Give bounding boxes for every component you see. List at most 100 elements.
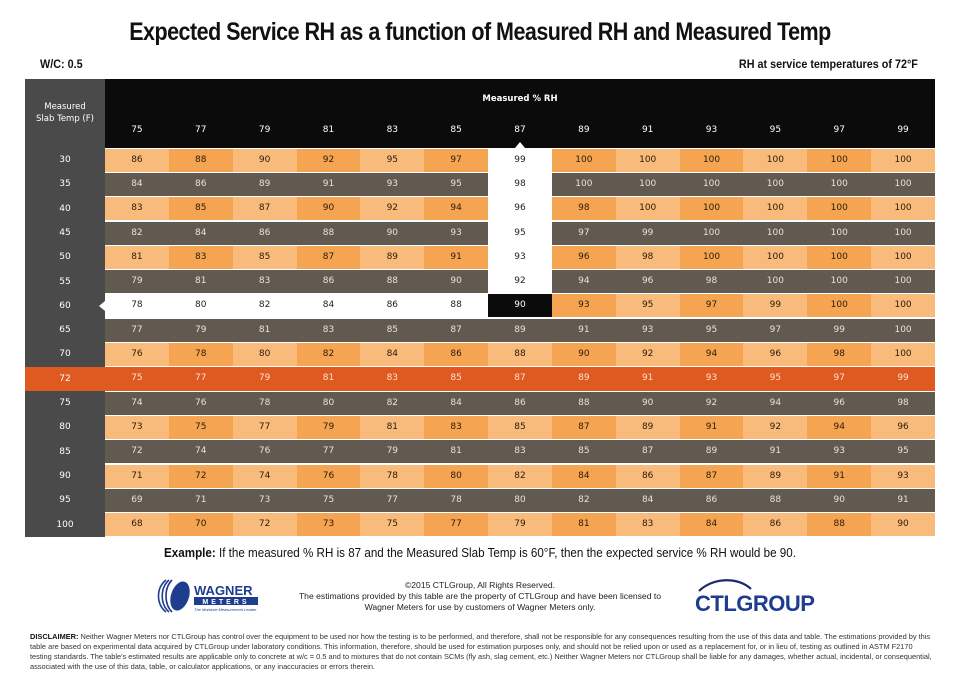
table-cell: 76 <box>232 440 297 464</box>
table-cell: 100 <box>679 245 744 269</box>
table-cell: 73 <box>296 513 361 537</box>
copyright-notice: ©2015 CTLGroup, All Rights Reserved. The… <box>280 580 680 613</box>
highlighted-row-72 <box>25 366 935 391</box>
table-cell: 90 <box>296 197 361 221</box>
column-header: 85 <box>450 125 462 135</box>
table-cell: 83 <box>424 415 489 439</box>
table-cell: 81 <box>232 318 297 342</box>
table-cell: 93 <box>360 172 425 196</box>
table-cell: 81 <box>360 415 425 439</box>
table-cell: 77 <box>232 415 297 439</box>
rh-table: Measured Slab Temp (F) Measured % RH 75 77… <box>25 79 935 537</box>
column-header: 89 <box>578 125 590 135</box>
table-cell: 98 <box>488 172 552 196</box>
table-cell: 100 <box>679 221 744 245</box>
table-cell: 94 <box>424 197 489 221</box>
example-text: Example: If the measured % RH is 87 and … <box>34 546 927 560</box>
table-cell: 96 <box>551 245 616 269</box>
column-header: 93 <box>705 125 718 135</box>
row-pointer-icon <box>99 300 105 311</box>
table-cell: 91 <box>871 488 935 512</box>
table-cell: 78 <box>232 391 297 415</box>
row-header: 72 <box>59 373 71 384</box>
table-cell: 72 <box>105 440 169 464</box>
table-cell: 84 <box>679 513 744 537</box>
table-cell: 88 <box>551 391 616 415</box>
table-cell: 76 <box>105 343 169 367</box>
table-cell: 82 <box>360 391 425 415</box>
table-cell: 90 <box>424 270 489 294</box>
table-cell: 98 <box>615 245 680 269</box>
table-cell: 70 <box>168 513 233 537</box>
table-cell: 100 <box>743 245 808 269</box>
table-cell: 84 <box>424 391 489 415</box>
table-cell: 92 <box>360 197 425 221</box>
column-header: 83 <box>386 125 399 135</box>
table-cell: 96 <box>743 343 808 367</box>
disclaimer: DISCLAIMER: Neither Wagner Meters nor CT… <box>30 632 935 672</box>
column-header: 79 <box>258 125 271 135</box>
table-cell: 97 <box>833 373 845 384</box>
table-cell: 99 <box>897 373 909 384</box>
table-cell: 74 <box>105 391 169 415</box>
service-temp-label: RH at service temperatures of 72°F <box>738 57 918 71</box>
table-cell: 81 <box>322 373 335 384</box>
table-cell: 100 <box>551 172 616 196</box>
table-cell: 91 <box>424 245 489 269</box>
table-cell: 100 <box>871 172 935 196</box>
table-cell: 99 <box>743 294 808 318</box>
row-header: 40 <box>59 203 71 214</box>
table-cell: 100 <box>679 148 744 172</box>
page-title: Expected Service RH as a function of Mea… <box>129 18 831 46</box>
column-header: 77 <box>195 125 207 135</box>
table-cell: 100 <box>615 172 680 196</box>
table-cell: 100 <box>679 197 744 221</box>
table-cell: 86 <box>488 391 552 415</box>
column-header: 95 <box>769 125 782 135</box>
row-header: 100 <box>56 519 74 530</box>
table-cell: 98 <box>551 197 616 221</box>
table-cell: 86 <box>679 488 744 512</box>
table-cell: 77 <box>195 373 207 384</box>
table-cell: 85 <box>450 373 462 384</box>
table-cell: 86 <box>743 513 808 537</box>
table-cell: 90 <box>807 488 872 512</box>
table-cell: 94 <box>679 343 744 367</box>
table-cell: 83 <box>615 513 680 537</box>
table-cell: 86 <box>296 270 361 294</box>
row-header: 55 <box>59 276 71 287</box>
table-cell: 79 <box>105 270 169 294</box>
table-cell: 100 <box>743 197 808 221</box>
table-cell: 95 <box>871 440 935 464</box>
copyright-line-1: ©2015 CTLGroup, All Rights Reserved. <box>404 580 556 590</box>
column-header: 75 <box>131 125 143 135</box>
table-cell: 100 <box>807 221 872 245</box>
table-cell: 75 <box>360 513 425 537</box>
table-cell: 71 <box>168 488 233 512</box>
table-cell: 77 <box>296 440 361 464</box>
table-cell: 100 <box>871 294 935 318</box>
table-cell: 88 <box>488 343 552 367</box>
table-cell: 88 <box>168 148 233 172</box>
wagner-meters-logo: WAGNER METERS The Moisture Measurement L… <box>152 576 262 616</box>
table-cell: 98 <box>679 270 744 294</box>
table-cell: 90 <box>615 391 680 415</box>
table-cell: 91 <box>296 172 361 196</box>
table-cell: 89 <box>679 440 744 464</box>
table-cell: 76 <box>296 464 361 488</box>
disclaimer-label: DISCLAIMER: <box>30 632 79 641</box>
table-cell: 84 <box>551 464 616 488</box>
table-cell: 77 <box>360 488 425 512</box>
table-cell: 94 <box>743 391 808 415</box>
table-cell: 80 <box>424 464 489 488</box>
table-cell: 81 <box>551 513 616 537</box>
table-cell: 93 <box>551 294 616 318</box>
table-cell: 100 <box>615 148 680 172</box>
table-cell: 92 <box>615 343 680 367</box>
table-cell: 95 <box>360 148 425 172</box>
table-cell: 74 <box>232 464 297 488</box>
copyright-line-2: The estimations provided by this table a… <box>298 591 662 601</box>
table-cell: 78 <box>168 343 233 367</box>
table-cell: 77 <box>105 318 169 342</box>
table-cell: 95 <box>424 172 489 196</box>
